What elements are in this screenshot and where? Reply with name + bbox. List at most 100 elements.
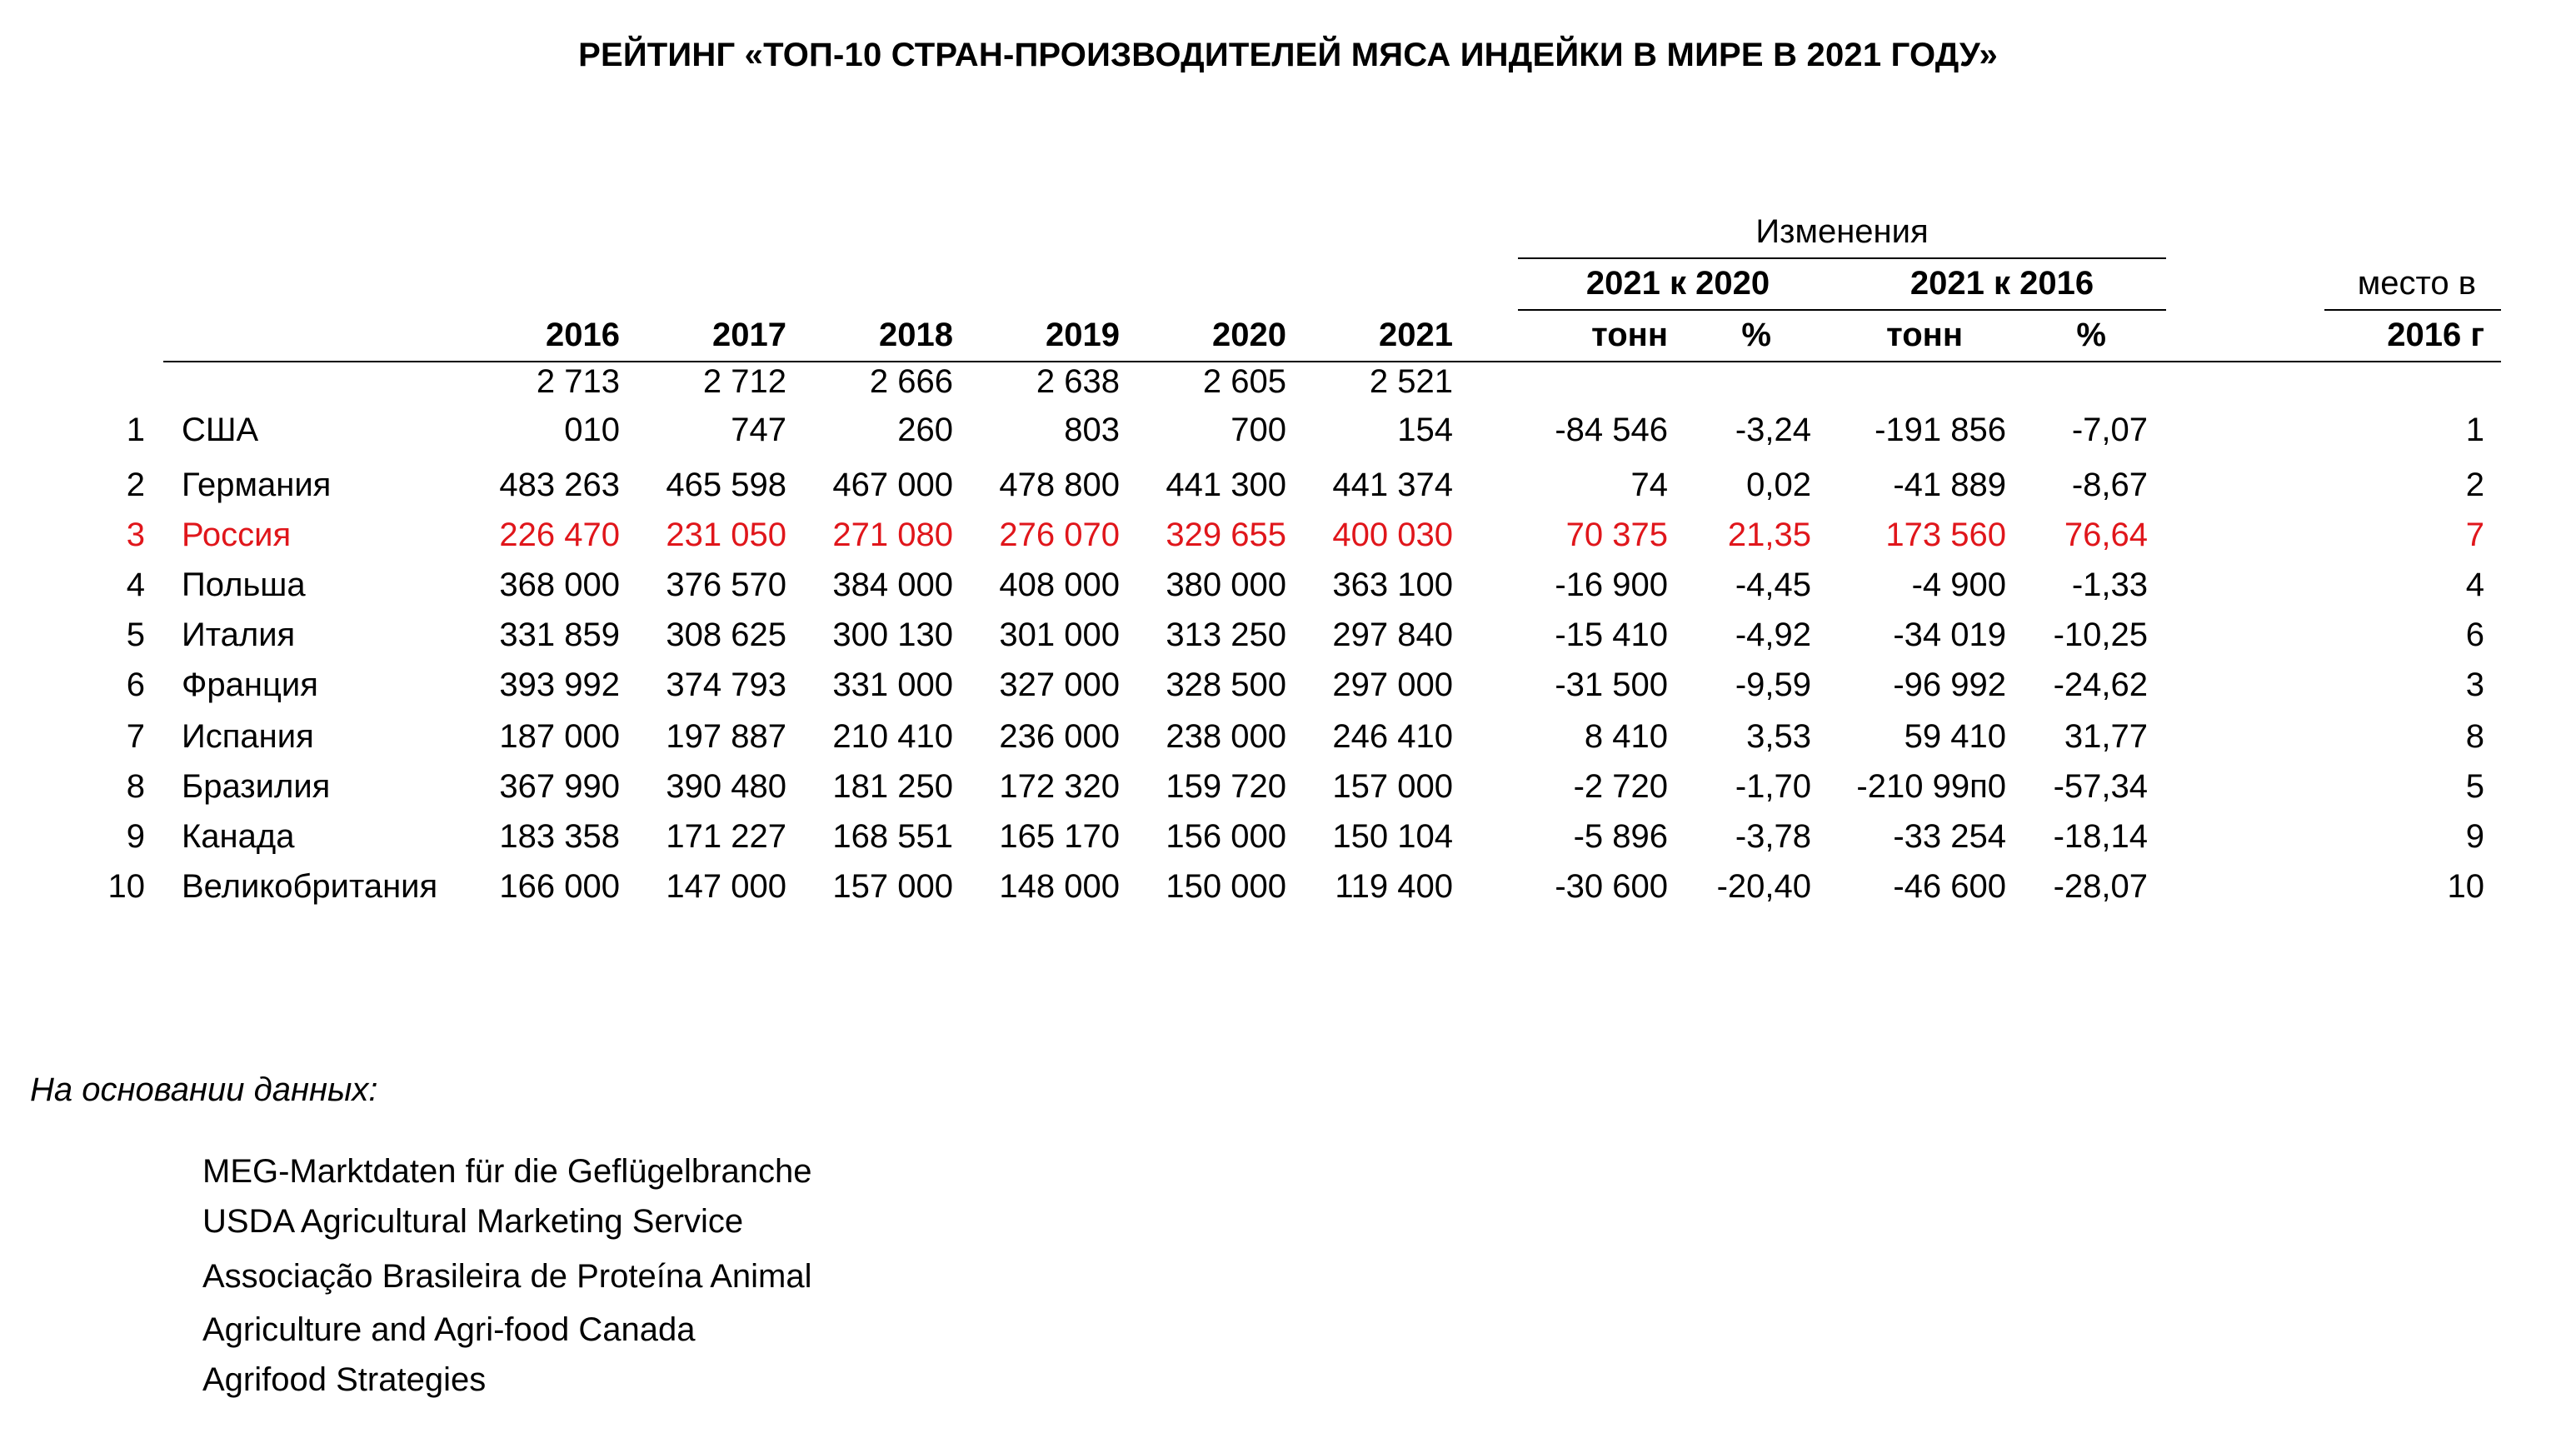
pct-header: % [2076, 317, 2106, 353]
place-2016: 2 [2465, 467, 2484, 503]
change-2020-pct: 21,35 [1727, 517, 1811, 553]
production-value: 331 000 [832, 667, 953, 703]
change-2016-pct: -18,14 [2053, 818, 2148, 855]
production-value: 297 000 [1332, 667, 1453, 703]
change-2020-pct: 0,02 [1746, 467, 1811, 503]
production-value: 478 800 [999, 467, 1120, 503]
production-value: 376 570 [666, 567, 786, 603]
production-value: 187 000 [499, 718, 620, 755]
changes-underline [1518, 257, 2166, 259]
change-2020-tons: -2 720 [1573, 768, 1668, 805]
row-number: 5 [126, 617, 145, 653]
sources-label: На основании данных: [30, 1071, 378, 1108]
change-2020-pct: -9,59 [1735, 667, 1811, 703]
production-value: 329 655 [1166, 517, 1286, 553]
production-value: 297 840 [1332, 617, 1453, 653]
country-name: Испания [182, 718, 314, 755]
production-value-part: 2 521 [1369, 363, 1453, 400]
production-value: 328 500 [1166, 667, 1286, 703]
tons-header: тонн [1591, 317, 1668, 353]
change-2020-tons: 70 375 [1565, 517, 1668, 553]
change-2020-tons: -5 896 [1573, 818, 1668, 855]
row-number: 4 [126, 567, 145, 603]
change-2016-tons: -4 900 [1911, 567, 2006, 603]
row-number: 2 [126, 467, 145, 503]
year-header: 2017 [712, 317, 786, 353]
place-header-line1: место в [2357, 265, 2476, 302]
production-value: 157 000 [1332, 768, 1453, 805]
year-header: 2018 [879, 317, 953, 353]
country-name: Великобритания [182, 868, 438, 905]
change-2016-tons: -34 019 [1893, 617, 2006, 653]
change-2016-tons: -191 856 [1875, 412, 2006, 448]
source-item: Agrifood Strategies [202, 1361, 487, 1398]
place-2016: 3 [2465, 667, 2484, 703]
change-2020-tons: -84 546 [1555, 412, 1668, 448]
production-value: 150 104 [1332, 818, 1453, 855]
place-2016: 5 [2465, 768, 2484, 805]
production-value: 183 358 [499, 818, 620, 855]
source-item: USDA Agricultural Marketing Service [202, 1203, 744, 1240]
change-2016-tons: 59 410 [1904, 718, 2006, 755]
production-value: 308 625 [666, 617, 786, 653]
production-value: 226 470 [499, 517, 620, 553]
production-value: 441 374 [1332, 467, 1453, 503]
production-value: 327 000 [999, 667, 1120, 703]
change-2016-pct: -7,07 [2071, 412, 2148, 448]
change-2021-2020-header: 2021 к 2020 [1585, 265, 1770, 302]
production-value: 148 000 [999, 868, 1120, 905]
production-value: 159 720 [1166, 768, 1286, 805]
production-value: 165 170 [999, 818, 1120, 855]
change-2016-tons: -46 600 [1893, 868, 2006, 905]
production-value-part: 2 713 [536, 363, 620, 400]
change-2020-tons: 8 410 [1584, 718, 1668, 755]
production-value: 390 480 [666, 768, 786, 805]
production-value-part: 2 638 [1036, 363, 1120, 400]
place-header-line2: 2016 г [2387, 317, 2484, 353]
place-2016: 9 [2465, 818, 2484, 855]
country-name: Франция [182, 667, 318, 703]
production-value: 171 227 [666, 818, 786, 855]
production-value: 300 130 [832, 617, 953, 653]
production-value: 119 400 [1335, 868, 1453, 905]
place-2016: 10 [2447, 868, 2485, 905]
row-number: 6 [126, 667, 145, 703]
production-value-part: 2 605 [1202, 363, 1286, 400]
production-value: 301 000 [999, 617, 1120, 653]
production-value: 147 000 [666, 868, 786, 905]
change-2020-pct: -3,78 [1735, 818, 1811, 855]
production-value: 408 000 [999, 567, 1120, 603]
production-value: 367 990 [499, 768, 620, 805]
production-value: 363 100 [1332, 567, 1453, 603]
change-2016-pct: -57,34 [2053, 768, 2148, 805]
production-value-part: 803 [1064, 412, 1120, 448]
header-bottom-line [163, 361, 2501, 362]
place-underline [2324, 309, 2501, 311]
change-sub-underline [1518, 309, 2166, 311]
production-value: 246 410 [1332, 718, 1453, 755]
change-2020-pct: -1,70 [1735, 768, 1811, 805]
change-2020-pct: -3,24 [1735, 412, 1811, 448]
production-value: 231 050 [666, 517, 786, 553]
year-header: 2016 [546, 317, 620, 353]
country-name: Бразилия [182, 768, 331, 805]
change-2016-pct: 31,77 [2064, 718, 2148, 755]
place-2016: 8 [2465, 718, 2484, 755]
production-value-part: 700 [1231, 412, 1286, 448]
production-value: 400 030 [1332, 517, 1453, 553]
production-value: 384 000 [832, 567, 953, 603]
source-item: Associação Brasileira de Proteína Animal [202, 1258, 812, 1295]
change-2016-pct: -8,67 [2071, 467, 2148, 503]
change-2016-pct: -10,25 [2053, 617, 2148, 653]
year-header: 2021 [1379, 317, 1453, 353]
row-number: 9 [126, 818, 145, 855]
page-title: РЕЙТИНГ «ТОП-10 СТРАН-ПРОИЗВОДИТЕЛЕЙ МЯС… [578, 37, 1998, 73]
change-2016-tons: -41 889 [1893, 467, 2006, 503]
production-value: 441 300 [1166, 467, 1286, 503]
production-value: 271 080 [832, 517, 953, 553]
production-value: 380 000 [1166, 567, 1286, 603]
change-2016-tons: -96 992 [1893, 667, 2006, 703]
change-2016-pct: -1,33 [2071, 567, 2148, 603]
country-name: Италия [182, 617, 296, 653]
place-2016: 7 [2465, 517, 2484, 553]
